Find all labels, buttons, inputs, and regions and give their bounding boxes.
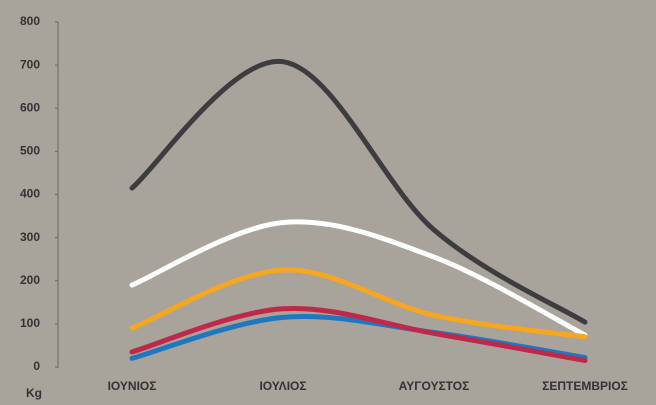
y-axis-label: Kg [26,386,42,400]
line [129,305,588,364]
y-tick-label: 400 [20,187,40,201]
x-tick-label: ΣΕΠΤΕΜΒΡΙΟΣ [542,379,628,393]
line [129,59,588,325]
y-tick-label: 600 [20,100,40,114]
line [129,314,588,361]
line [129,219,588,338]
y-tick-label: 800 [20,14,40,28]
y-tick-label: 0 [33,359,40,373]
y-tick-label: 100 [20,316,40,330]
y-tick-label: 700 [20,57,40,71]
y-tick-label: 300 [20,230,40,244]
x-tick-label: ΑΥΓΟΥΣΤΟΣ [399,379,470,393]
line [129,267,588,340]
x-tick-label: ΙΟΥΝΙΟΣ [108,379,157,393]
y-tick-label: 200 [20,273,40,287]
x-tick-label: ΙΟΥΛΙΟΣ [259,379,306,393]
y-tick-label: 500 [20,144,40,158]
